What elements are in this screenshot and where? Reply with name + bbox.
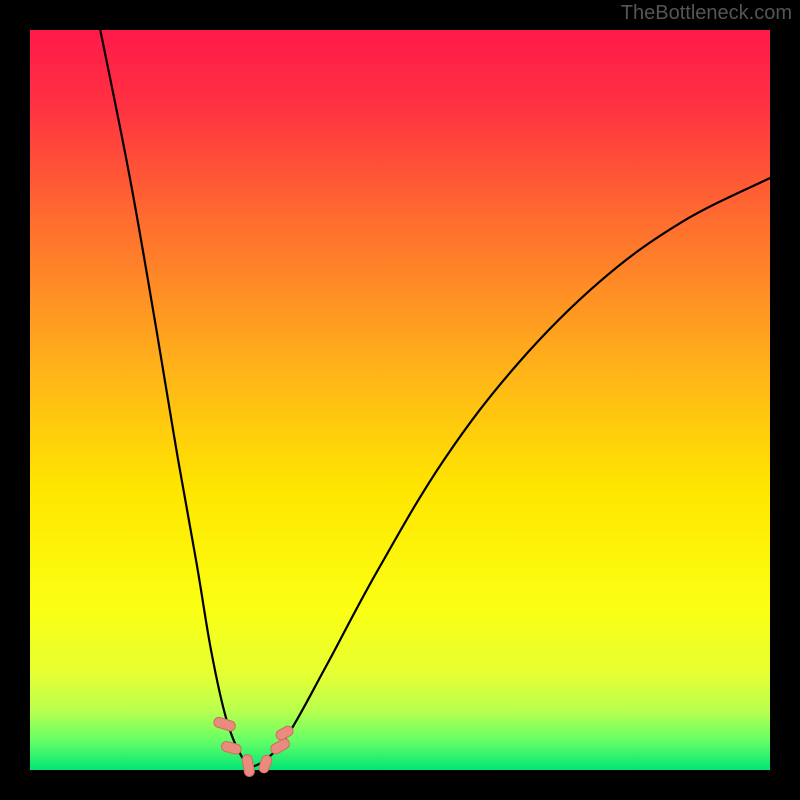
chart-stage: TheBottleneck.com (0, 0, 800, 800)
curve-marker-2 (241, 754, 255, 777)
curve-marker-1 (220, 740, 242, 755)
curve-left-branch (100, 30, 252, 767)
curve-marker-3 (258, 754, 274, 774)
plot-area (30, 30, 770, 770)
curve-markers (213, 716, 295, 777)
curve-marker-0 (213, 716, 237, 732)
curve-right-branch (252, 178, 770, 767)
bottleneck-curve (30, 30, 770, 770)
watermark-text: TheBottleneck.com (621, 2, 792, 25)
